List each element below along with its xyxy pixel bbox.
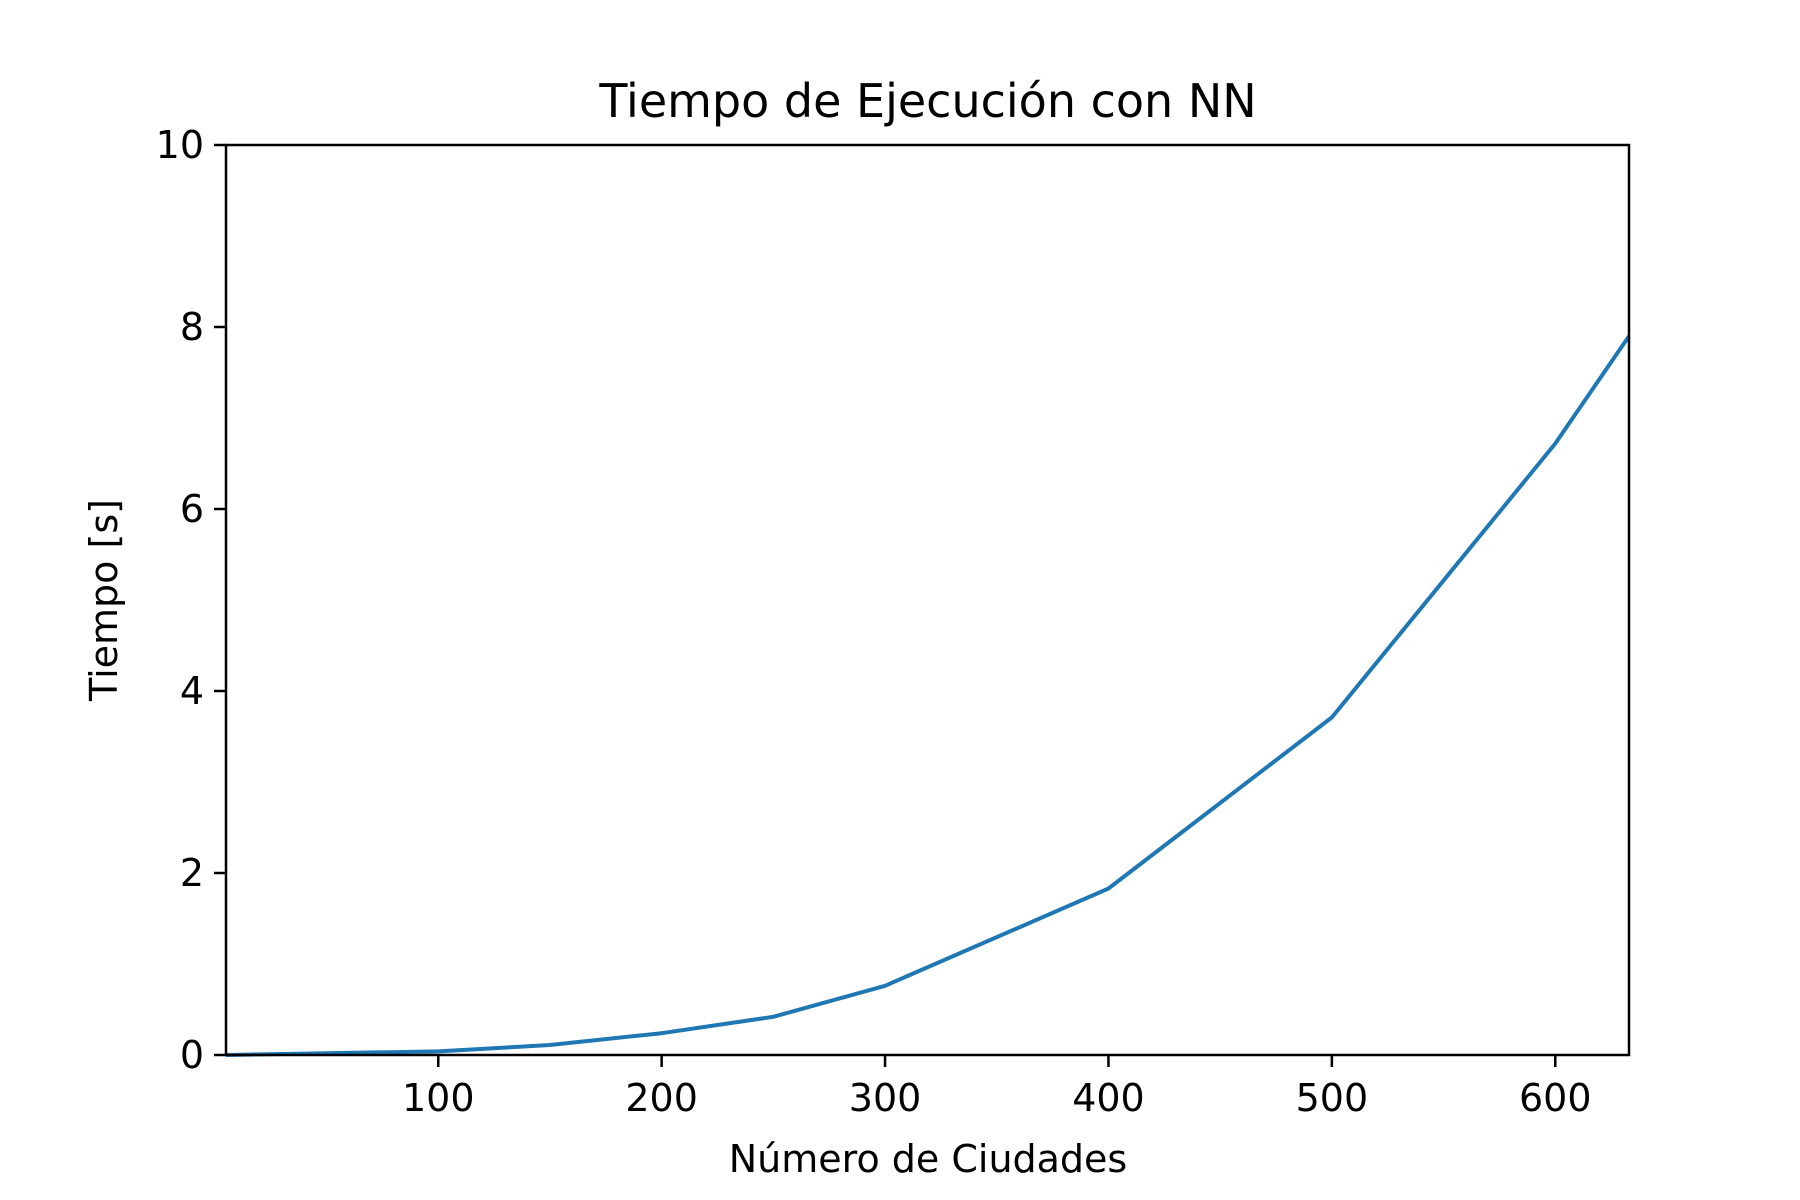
x-axis: 100 200 300 400 500 600: [402, 1055, 1592, 1120]
y-tick-label: 8: [180, 305, 204, 349]
x-tick-label: 500: [1296, 1076, 1369, 1120]
y-tick-label: 4: [180, 669, 204, 713]
plot-area-frame: [224, 143, 1631, 1057]
y-tick-label: 2: [180, 851, 204, 895]
y-tick-label: 6: [180, 487, 204, 531]
x-tick-label: 100: [402, 1076, 475, 1120]
x-axis-label: Número de Ciudades: [729, 1137, 1127, 1181]
x-tick-label: 400: [1072, 1076, 1145, 1120]
chart-title: Tiempo de Ejecución con NN: [598, 74, 1256, 128]
x-tick-label: 200: [625, 1076, 698, 1120]
y-axis: 0 2 4 6 8 10: [156, 123, 226, 1077]
y-tick-label: 0: [180, 1033, 204, 1077]
y-axis-label: Tiempo [s]: [82, 499, 126, 702]
series-group: [225, 334, 1631, 1057]
x-tick-label: 300: [849, 1076, 922, 1120]
y-tick-label: 10: [156, 123, 204, 167]
x-tick-label: 600: [1519, 1076, 1592, 1120]
series-line: [225, 334, 1631, 1057]
